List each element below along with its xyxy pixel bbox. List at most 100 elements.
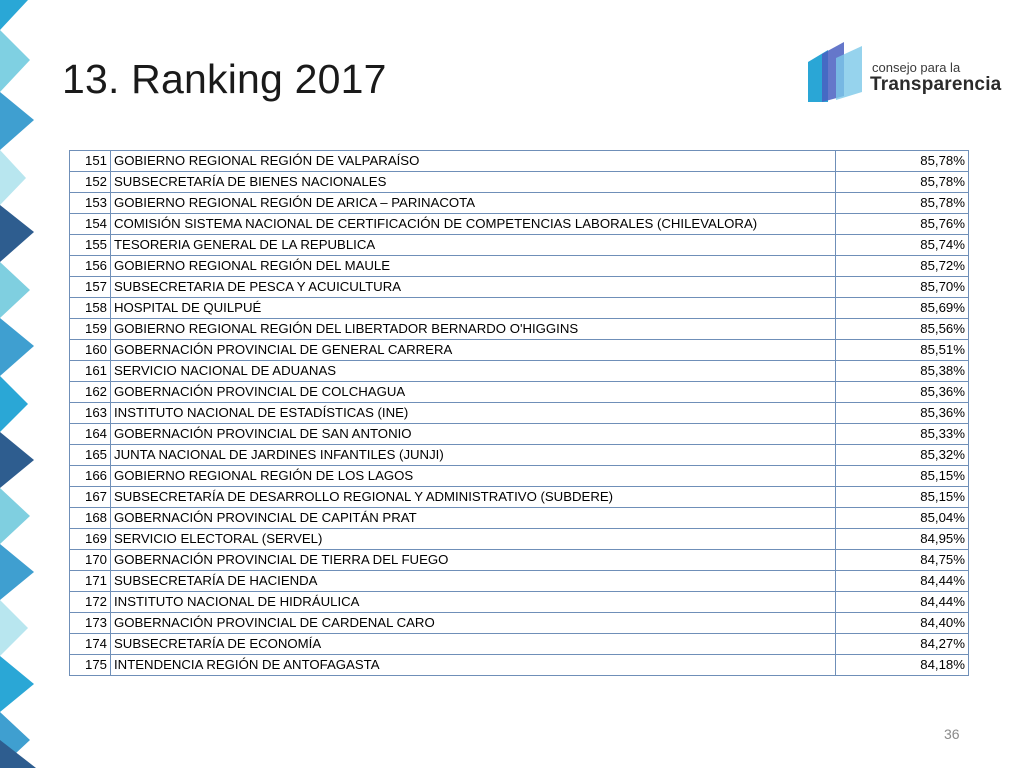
institution-cell: GOBERNACIÓN PROVINCIAL DE CAPITÁN PRAT: [110, 507, 836, 529]
rank-cell: 169: [69, 528, 111, 550]
table-row: 169 SERVICIO ELECTORAL (SERVEL) 84,95%: [69, 528, 969, 550]
institution-cell: SERVICIO ELECTORAL (SERVEL): [110, 528, 836, 550]
slide-title: 13. Ranking 2017: [62, 56, 387, 102]
rank-cell: 173: [69, 612, 111, 634]
consejo-transparencia-logo: consejo para la Transparencia: [806, 40, 1001, 106]
rank-cell: 160: [69, 339, 111, 361]
rank-cell: 170: [69, 549, 111, 571]
rank-cell: 157: [69, 276, 111, 298]
institution-cell: GOBIERNO REGIONAL REGIÓN DE ARICA – PARI…: [110, 192, 836, 214]
score-cell: 85,78%: [835, 192, 969, 214]
score-cell: 85,32%: [835, 444, 969, 466]
score-cell: 84,40%: [835, 612, 969, 634]
score-cell: 85,72%: [835, 255, 969, 277]
table-row: 175 INTENDENCIA REGIÓN DE ANTOFAGASTA 84,1…: [69, 654, 969, 676]
table-row: 162 GOBERNACIÓN PROVINCIAL DE COLCHAGUA 85…: [69, 381, 969, 403]
institution-cell: INTENDENCIA REGIÓN DE ANTOFAGASTA: [110, 654, 836, 676]
rank-cell: 172: [69, 591, 111, 613]
table-row: 163 INSTITUTO NACIONAL DE ESTADÍSTICAS (I…: [69, 402, 969, 424]
score-cell: 85,36%: [835, 402, 969, 424]
ranking-table: 151 GOBIERNO REGIONAL REGIÓN DE VALPARAÍS…: [69, 150, 969, 676]
score-cell: 85,70%: [835, 276, 969, 298]
score-cell: 85,56%: [835, 318, 969, 340]
left-decoration: [0, 0, 36, 768]
table-row: 156 GOBIERNO REGIONAL REGIÓN DEL MAULE 85,…: [69, 255, 969, 277]
table-row: 172 INSTITUTO NACIONAL DE HIDRÁULICA 84,44…: [69, 591, 969, 613]
rank-cell: 165: [69, 444, 111, 466]
rank-cell: 155: [69, 234, 111, 256]
institution-cell: SERVICIO NACIONAL DE ADUANAS: [110, 360, 836, 382]
table-row: 174 SUBSECRETARÍA DE ECONOMÍA 84,27%: [69, 633, 969, 655]
score-cell: 85,15%: [835, 465, 969, 487]
score-cell: 84,75%: [835, 549, 969, 571]
score-cell: 85,78%: [835, 150, 969, 172]
table-row: 159 GOBIERNO REGIONAL REGIÓN DEL LIBERTAD…: [69, 318, 969, 340]
table-row: 167 SUBSECRETARÍA DE DESARROLLO REGIONAL …: [69, 486, 969, 508]
score-cell: 85,76%: [835, 213, 969, 235]
institution-cell: GOBERNACIÓN PROVINCIAL DE TIERRA DEL FUE…: [110, 549, 836, 571]
logo-line-1: consejo para la: [872, 60, 961, 75]
rank-cell: 166: [69, 465, 111, 487]
score-cell: 84,95%: [835, 528, 969, 550]
table-row: 160 GOBERNACIÓN PROVINCIAL DE GENERAL CAR…: [69, 339, 969, 361]
rank-cell: 171: [69, 570, 111, 592]
table-row: 158 HOSPITAL DE QUILPUÉ 85,69%: [69, 297, 969, 319]
institution-cell: GOBIERNO REGIONAL REGIÓN DEL LIBERTADOR …: [110, 318, 836, 340]
rank-cell: 162: [69, 381, 111, 403]
table-row: 173 GOBERNACIÓN PROVINCIAL DE CARDENAL CA…: [69, 612, 969, 634]
rank-cell: 164: [69, 423, 111, 445]
table-row: 161 SERVICIO NACIONAL DE ADUANAS 85,38%: [69, 360, 969, 382]
rank-cell: 174: [69, 633, 111, 655]
rank-cell: 154: [69, 213, 111, 235]
rank-cell: 167: [69, 486, 111, 508]
rank-cell: 161: [69, 360, 111, 382]
institution-cell: SUBSECRETARÍA DE DESARROLLO REGIONAL Y A…: [110, 486, 836, 508]
institution-cell: SUBSECRETARÍA DE HACIENDA: [110, 570, 836, 592]
institution-cell: SUBSECRETARÍA DE BIENES NACIONALES: [110, 171, 836, 193]
page-number: 36: [944, 726, 960, 742]
score-cell: 85,36%: [835, 381, 969, 403]
institution-cell: TESORERIA GENERAL DE LA REPUBLICA: [110, 234, 836, 256]
institution-cell: SUBSECRETARIA DE PESCA Y ACUICULTURA: [110, 276, 836, 298]
institution-cell: HOSPITAL DE QUILPUÉ: [110, 297, 836, 319]
table-row: 155 TESORERIA GENERAL DE LA REPUBLICA 85,7…: [69, 234, 969, 256]
table-row: 168 GOBERNACIÓN PROVINCIAL DE CAPITÁN PRA…: [69, 507, 969, 529]
table-row: 171 SUBSECRETARÍA DE HACIENDA 84,44%: [69, 570, 969, 592]
table-row: 166 GOBIERNO REGIONAL REGIÓN DE LOS LAGOS…: [69, 465, 969, 487]
rank-cell: 163: [69, 402, 111, 424]
table-row: 164 GOBERNACIÓN PROVINCIAL DE SAN ANTONIO…: [69, 423, 969, 445]
rank-cell: 151: [69, 150, 111, 172]
institution-cell: INSTITUTO NACIONAL DE ESTADÍSTICAS (INE): [110, 402, 836, 424]
rank-cell: 156: [69, 255, 111, 277]
logo-line-2: Transparencia: [870, 74, 1002, 95]
score-cell: 85,33%: [835, 423, 969, 445]
rank-cell: 158: [69, 297, 111, 319]
institution-cell: GOBERNACIÓN PROVINCIAL DE COLCHAGUA: [110, 381, 836, 403]
score-cell: 84,44%: [835, 570, 969, 592]
score-cell: 85,74%: [835, 234, 969, 256]
institution-cell: INSTITUTO NACIONAL DE HIDRÁULICA: [110, 591, 836, 613]
table-row: 151 GOBIERNO REGIONAL REGIÓN DE VALPARAÍS…: [69, 150, 969, 172]
table-row: 170 GOBERNACIÓN PROVINCIAL DE TIERRA DEL …: [69, 549, 969, 571]
score-cell: 85,78%: [835, 171, 969, 193]
institution-cell: GOBIERNO REGIONAL REGIÓN DE VALPARAÍSO: [110, 150, 836, 172]
institution-cell: GOBIERNO REGIONAL REGIÓN DEL MAULE: [110, 255, 836, 277]
rank-cell: 153: [69, 192, 111, 214]
score-cell: 85,69%: [835, 297, 969, 319]
institution-cell: GOBERNACIÓN PROVINCIAL DE GENERAL CARRER…: [110, 339, 836, 361]
rank-cell: 175: [69, 654, 111, 676]
table-row: 165 JUNTA NACIONAL DE JARDINES INFANTILES…: [69, 444, 969, 466]
score-cell: 84,18%: [835, 654, 969, 676]
ranking-table-body: 151 GOBIERNO REGIONAL REGIÓN DE VALPARAÍS…: [69, 150, 969, 676]
score-cell: 85,51%: [835, 339, 969, 361]
institution-cell: SUBSECRETARÍA DE ECONOMÍA: [110, 633, 836, 655]
table-row: 157 SUBSECRETARIA DE PESCA Y ACUICULTURA 8…: [69, 276, 969, 298]
rank-cell: 152: [69, 171, 111, 193]
table-row: 154 COMISIÓN SISTEMA NACIONAL DE CERTIFIC…: [69, 213, 969, 235]
table-row: 153 GOBIERNO REGIONAL REGIÓN DE ARICA – P…: [69, 192, 969, 214]
score-cell: 84,27%: [835, 633, 969, 655]
rank-cell: 168: [69, 507, 111, 529]
score-cell: 85,04%: [835, 507, 969, 529]
institution-cell: GOBERNACIÓN PROVINCIAL DE CARDENAL CARO: [110, 612, 836, 634]
institution-cell: GOBIERNO REGIONAL REGIÓN DE LOS LAGOS: [110, 465, 836, 487]
